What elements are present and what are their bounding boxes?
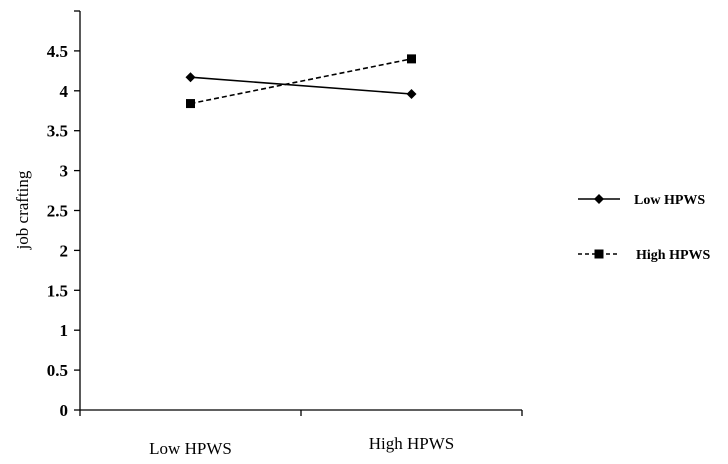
x-axis: Low HPWS High HPWS [79, 409, 523, 458]
y-tick-label: 3.5 [47, 122, 68, 141]
y-tick-label: 0.5 [47, 361, 68, 380]
y-tick-label: 2.5 [47, 202, 68, 221]
y-tick-label: 0 [60, 401, 69, 420]
x-category-label: Low HPWS [149, 439, 232, 458]
square-marker [594, 249, 604, 259]
y-tick-label: 2 [60, 241, 69, 260]
y-tick-label: 4.5 [47, 42, 68, 61]
legend-label: Low HPWS [634, 193, 705, 208]
square-marker [186, 99, 195, 109]
x-category-label: High HPWS [369, 434, 454, 453]
y-tick-label: 4 [60, 82, 69, 101]
series-high-hpws [186, 54, 416, 109]
plot-series [185, 54, 417, 109]
legend-item: Low HPWS [578, 193, 705, 208]
legend: Low HPWS High HPWS [578, 193, 711, 263]
legend-item: High HPWS [578, 248, 711, 263]
y-tick-label: 3 [60, 162, 69, 181]
diamond-marker [594, 194, 604, 204]
square-marker [407, 54, 416, 64]
y-axis-title: job crafting [13, 170, 32, 250]
series-line [190, 58, 412, 105]
series-low-hpws [185, 72, 417, 99]
diamond-marker [185, 72, 196, 83]
diamond-marker [406, 88, 417, 99]
series-line [190, 76, 412, 95]
legend-label: High HPWS [636, 248, 711, 263]
y-axis: 0 0.5 1 1.5 2 2.5 3 3.5 4 4.5 [47, 10, 81, 420]
y-tick-label: 1.5 [47, 281, 68, 300]
y-tick-label: 1 [60, 321, 69, 340]
